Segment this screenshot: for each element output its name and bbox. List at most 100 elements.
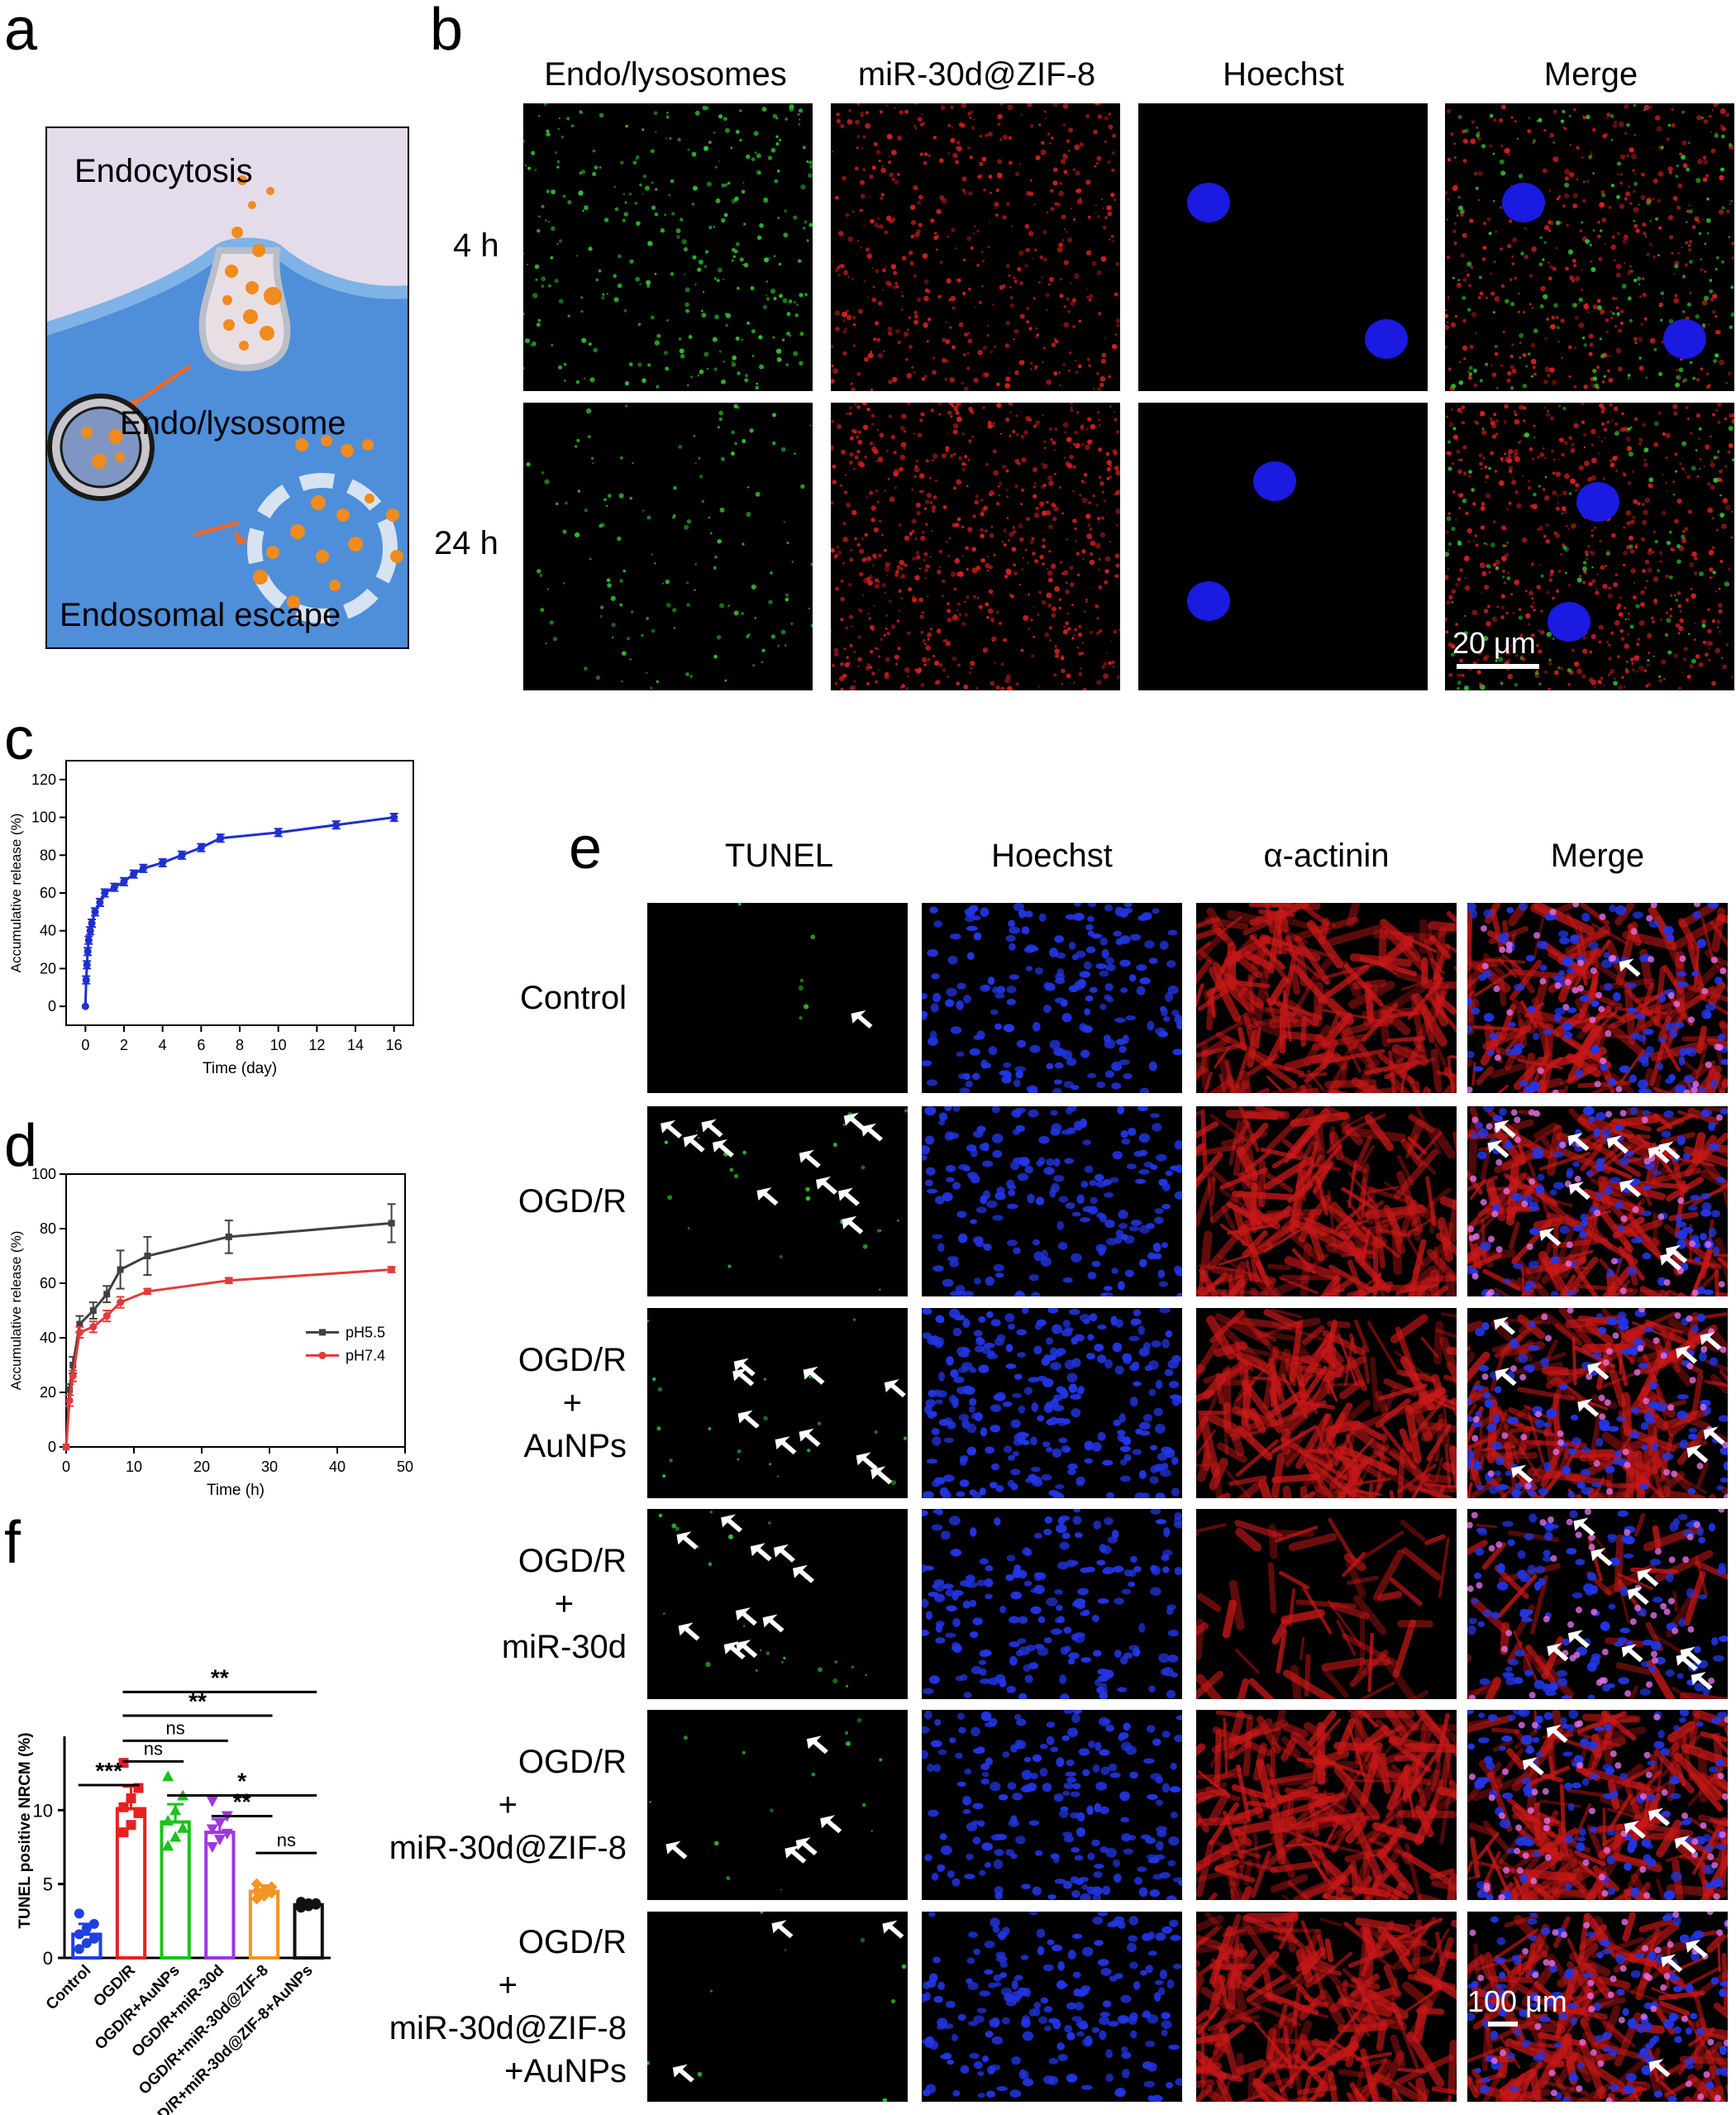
- y-tick-label: 80: [40, 847, 56, 863]
- e-row-label-line: OGD/R: [517, 1924, 627, 1960]
- white-arrow-icon: [837, 1187, 860, 1206]
- e-row-label-4: OGD/R + miR-30d@ZIF-8: [389, 1740, 627, 1869]
- data-point: [303, 1898, 314, 1908]
- chart-c: 0 2 4 6 8 10 12 14 16 0 20 40 60 80 100 120 Time (day) Ac…: [8, 760, 414, 1077]
- data-point: [221, 1828, 233, 1840]
- y-tick-label: 40: [40, 923, 56, 939]
- data-point: [250, 1878, 263, 1890]
- white-arrow-icon: [1494, 1316, 1516, 1335]
- data-point: [206, 1824, 218, 1836]
- series-line-1: [64, 1268, 392, 1448]
- data-point: [88, 919, 96, 928]
- significance-label: ns: [277, 1830, 296, 1850]
- white-arrow-icon: [1606, 1135, 1629, 1154]
- significance-label: **: [188, 1688, 207, 1714]
- b-image-r0-c3: [1445, 103, 1734, 391]
- white-arrow-icon: [676, 1531, 699, 1550]
- x-tick-label: 6: [197, 1037, 205, 1053]
- b-row-24h: 24 h: [434, 525, 498, 561]
- arrow-to-escape: [193, 520, 240, 537]
- y-tick-label: 120: [31, 771, 56, 788]
- e-image-r4-c2: [1196, 1710, 1457, 1900]
- data-point: [296, 1897, 307, 1907]
- white-arrow-icon: [806, 1735, 828, 1755]
- data-point: [66, 1386, 74, 1393]
- y-tick-label: 0: [43, 1948, 53, 1969]
- b-scale-bar-label: 20 μm: [1452, 626, 1536, 660]
- data-point: [133, 1807, 144, 1818]
- x-tick-label: 2: [120, 1037, 128, 1053]
- data-point: [69, 1372, 77, 1380]
- e-image-r0-c3: [1467, 903, 1728, 1093]
- white-arrow-icon: [795, 1836, 818, 1855]
- x-tick-label: 0: [62, 1459, 70, 1475]
- panel-label-c: c: [4, 706, 34, 772]
- b-scale-bar: [1457, 664, 1539, 669]
- white-arrow-icon: [678, 1622, 700, 1641]
- e-image-r5-c2: [1196, 1912, 1457, 2102]
- e-image-r3-c2: [1196, 1509, 1457, 1699]
- data-point: [76, 1320, 83, 1328]
- data-point: [81, 1923, 92, 1934]
- data-point: [75, 1328, 83, 1336]
- e-image-r2-c2: [1196, 1308, 1457, 1498]
- y-tick-label: 60: [40, 1275, 56, 1291]
- b-image-r1-c3: [1445, 403, 1734, 690]
- e-image-r1-c1: [922, 1106, 1182, 1296]
- arrow-to-endolysosome: [126, 364, 192, 410]
- b-col-hoechst: Hoechst: [1223, 56, 1344, 93]
- y-tick-label: 20: [40, 960, 56, 976]
- bar: [160, 1820, 191, 1960]
- x-tick-label: 20: [193, 1459, 210, 1475]
- x-tick-label: 14: [347, 1037, 364, 1053]
- data-point: [96, 898, 104, 906]
- e-row-label-2: OGD/R + AuNPs: [518, 1339, 627, 1468]
- b-col-endolysosomes: Endo/lysosomes: [544, 56, 787, 93]
- white-arrow-icon: [1567, 1133, 1590, 1152]
- x-tick-label: 4: [159, 1037, 167, 1053]
- legend-entry: pH7.4: [346, 1347, 385, 1363]
- e-image-r4-c0: [647, 1710, 908, 1900]
- white-arrow-icon: [1522, 1757, 1544, 1776]
- white-arrow-icon: [785, 1845, 807, 1864]
- white-arrow-icon: [1621, 1644, 1643, 1663]
- x-tick-label: 50: [397, 1459, 413, 1475]
- white-arrow-icon: [661, 1120, 683, 1139]
- nucleus: [1365, 319, 1408, 359]
- data-point: [74, 1929, 84, 1940]
- white-arrow-icon: [1700, 1332, 1722, 1351]
- white-arrow-icon: [1546, 1724, 1568, 1743]
- data-point: [130, 870, 138, 878]
- white-arrow-icon: [1539, 1227, 1562, 1246]
- white-arrow-icon: [1674, 1836, 1696, 1855]
- e-image-r1-c0: [647, 1106, 908, 1296]
- white-arrow-icon: [750, 1543, 772, 1562]
- data-point: [197, 843, 205, 852]
- significance-label: **: [211, 1664, 229, 1690]
- y-tick-label: 5: [43, 1874, 53, 1895]
- white-arrow-icon: [870, 1466, 893, 1485]
- white-arrow-icon: [1487, 1139, 1509, 1158]
- white-arrow-icon: [1666, 1244, 1688, 1263]
- significance-label: **: [233, 1788, 251, 1814]
- e-row-label-line: miR-30d@ZIF-8: [389, 1830, 627, 1866]
- y-tick-label: 10: [33, 1800, 53, 1821]
- e-row-label-line: +: [554, 1586, 575, 1622]
- white-arrow-icon: [683, 1134, 705, 1153]
- e-row-label-1: OGD/R: [518, 1180, 627, 1223]
- x-axis-label: Time (day): [203, 1060, 277, 1077]
- plot-frame: [65, 760, 414, 1026]
- white-arrow-icon: [1637, 1568, 1659, 1587]
- ruptured-endosome: [247, 473, 398, 623]
- nucleus: [1187, 581, 1230, 621]
- panel-label-b: b: [430, 0, 464, 63]
- bar: [293, 1903, 324, 1960]
- white-arrow-icon: [1587, 1361, 1610, 1380]
- white-arrow-icon: [1577, 1398, 1600, 1417]
- panel-label-f: f: [4, 1510, 21, 1576]
- e-row-label-line: +: [498, 1967, 518, 2003]
- data-point: [65, 1396, 74, 1405]
- white-arrow-icon: [884, 1379, 906, 1398]
- b-col-mir30d-zif8: miR-30d@ZIF-8: [857, 56, 1096, 93]
